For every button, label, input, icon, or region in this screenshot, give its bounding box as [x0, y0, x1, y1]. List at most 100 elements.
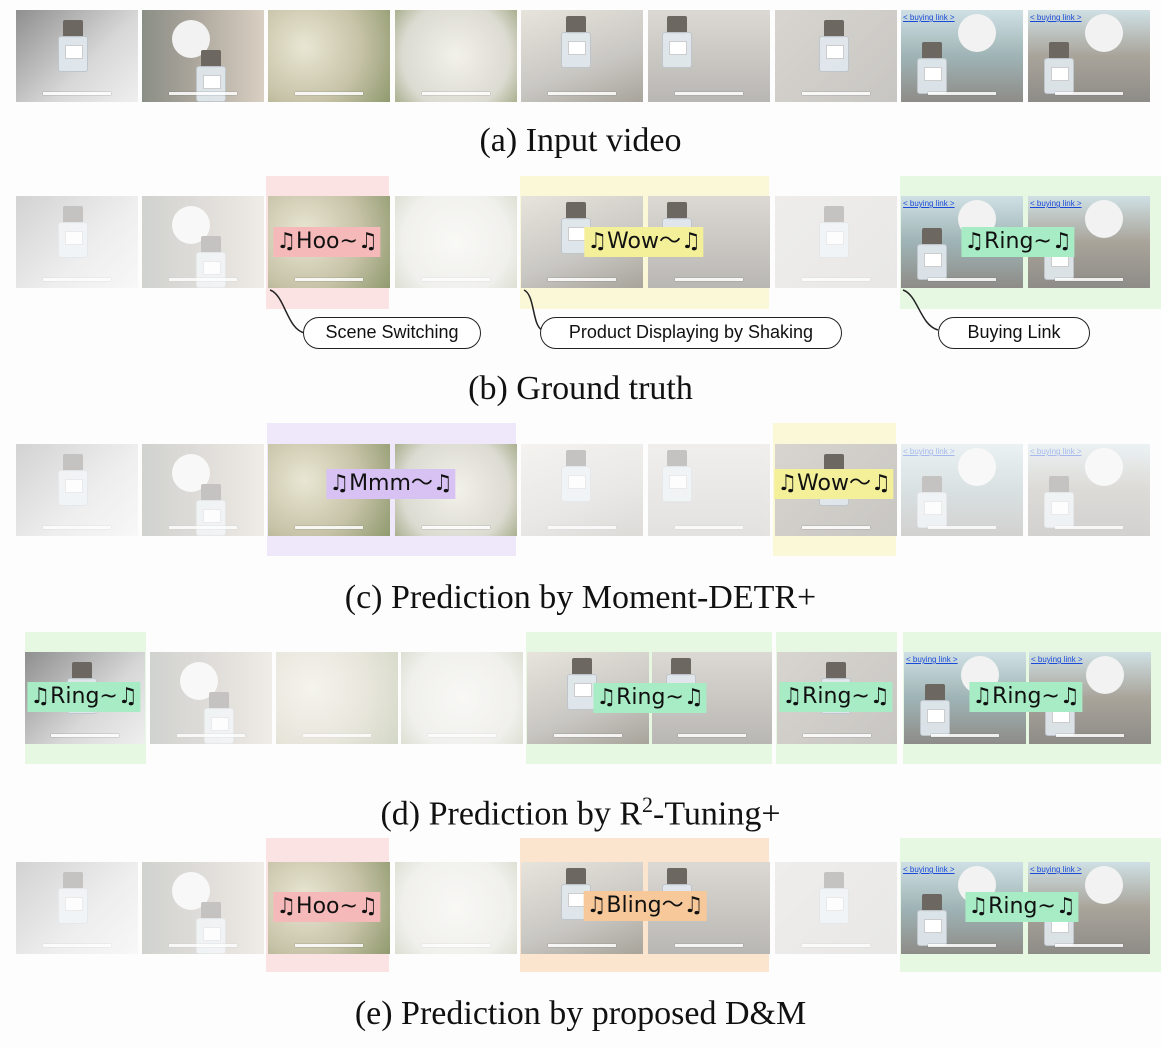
- blurred-face: [1086, 656, 1124, 694]
- video-frame-7: [775, 862, 897, 954]
- subtitle-bar: [521, 944, 643, 948]
- sound-tag-hoo: ♫Hoo~♫: [273, 892, 381, 922]
- buying-link-text: < buying link >: [906, 655, 958, 664]
- buying-link-text: < buying link >: [903, 199, 955, 208]
- video-frame-5: [527, 652, 649, 744]
- blurred-face: [1085, 14, 1123, 52]
- subtitle-bar: [268, 526, 390, 530]
- subtitle-bar: [268, 92, 390, 96]
- subtitle-bar: [775, 92, 897, 96]
- subtitle-bar: [142, 278, 264, 282]
- subtitle-bar: [401, 734, 523, 738]
- perfume-bottle: [204, 692, 234, 744]
- subtitle-bar: [648, 944, 770, 948]
- video-frame-9: < buying link >: [1028, 444, 1150, 536]
- perfume-bottle: [58, 454, 88, 506]
- subtitle-bar: [16, 526, 138, 530]
- subtitle-bar: [901, 526, 1023, 530]
- caption-ground-truth: (b) Ground truth: [468, 370, 693, 407]
- perfume-bottle: [561, 450, 591, 502]
- video-frame-5: [521, 10, 643, 102]
- subtitle-bar: [1028, 944, 1150, 948]
- video-frame-4: [401, 652, 523, 744]
- event-label-scene-switching: Scene Switching: [303, 317, 481, 349]
- perfume-bottle: [662, 16, 692, 68]
- buying-link-text: < buying link >: [1031, 655, 1083, 664]
- subtitle-bar: [901, 278, 1023, 282]
- subtitle-bar: [16, 278, 138, 282]
- subtitle-bar: [648, 278, 770, 282]
- perfume-bottle: [58, 872, 88, 924]
- blurred-face: [172, 872, 210, 910]
- video-frame-4: [395, 196, 517, 288]
- video-frame-3: [268, 10, 390, 102]
- perfume-bottle: [196, 484, 226, 536]
- subtitle-bar: [395, 278, 517, 282]
- blurred-face: [1085, 866, 1123, 904]
- perfume-bottle: [917, 476, 947, 528]
- event-label-buying-link: Buying Link: [938, 317, 1090, 349]
- perfume-bottle: [819, 20, 849, 72]
- subtitle-bar: [648, 526, 770, 530]
- blurred-face: [958, 14, 996, 52]
- video-frame-6: [648, 444, 770, 536]
- subtitle-bar: [1028, 278, 1150, 282]
- caption-r2-tuning: (d) Prediction by R2-Tuning+: [380, 792, 781, 833]
- video-frame-2: [150, 652, 272, 744]
- perfume-bottle: [819, 872, 849, 924]
- sound-tag-ring: ♫Ring~♫: [27, 682, 141, 712]
- subtitle-bar: [904, 734, 1026, 738]
- video-frame-5: [521, 444, 643, 536]
- caption-input-video: (a) Input video: [479, 122, 682, 159]
- video-frame-8: < buying link >: [901, 10, 1023, 102]
- sound-tag-ring: ♫Ring~♫: [965, 892, 1079, 922]
- subtitle-bar: [142, 526, 264, 530]
- subtitle-bar: [276, 734, 398, 738]
- video-frame-1: [16, 196, 138, 288]
- video-frame-1: [16, 444, 138, 536]
- buying-link-text: < buying link >: [1030, 865, 1082, 874]
- subtitle-bar: [16, 944, 138, 948]
- perfume-bottle: [58, 206, 88, 258]
- blurred-face: [172, 206, 210, 244]
- video-frame-3: [276, 652, 398, 744]
- video-frame-2: [142, 196, 264, 288]
- buying-link-text: < buying link >: [1030, 199, 1082, 208]
- perfume-bottle: [917, 228, 947, 280]
- video-frame-2: [142, 444, 264, 536]
- video-frame-8: < buying link >: [901, 444, 1023, 536]
- subtitle-bar: [150, 734, 272, 738]
- perfume-bottle: [1044, 42, 1074, 94]
- buying-link-text: < buying link >: [1030, 13, 1082, 22]
- sound-tag-ring: ♫Ring~♫: [593, 683, 707, 713]
- subtitle-bar: [142, 92, 264, 96]
- sound-tag-ring: ♫Ring~♫: [961, 227, 1075, 257]
- subtitle-bar: [1029, 734, 1151, 738]
- subtitle-bar: [652, 734, 772, 738]
- sound-tag-mmm: ♫Mmm～♫: [326, 469, 456, 499]
- video-frame-2: [142, 10, 264, 102]
- subtitle-bar: [775, 278, 897, 282]
- subtitle-bar: [901, 944, 1023, 948]
- perfume-bottle: [662, 450, 692, 502]
- subtitle-bar: [1028, 92, 1150, 96]
- perfume-bottle: [920, 684, 950, 736]
- perfume-bottle: [561, 16, 591, 68]
- blurred-face: [1085, 200, 1123, 238]
- blurred-face: [1085, 448, 1123, 486]
- blurred-face: [958, 448, 996, 486]
- subtitle-bar: [521, 278, 643, 282]
- perfume-bottle: [567, 658, 597, 710]
- subtitle-bar: [16, 92, 138, 96]
- sound-tag-ring: ♫Ring~♫: [779, 682, 893, 712]
- video-frame-9: < buying link >: [1028, 10, 1150, 102]
- subtitle-bar: [395, 526, 517, 530]
- buying-link-text: < buying link >: [903, 865, 955, 874]
- subtitle-bar: [1028, 526, 1150, 530]
- buying-link-text: < buying link >: [903, 447, 955, 456]
- video-frame-1: [16, 862, 138, 954]
- video-frame-6: [648, 10, 770, 102]
- perfume-bottle: [58, 20, 88, 72]
- subtitle-bar: [395, 92, 517, 96]
- subtitle-bar: [521, 526, 643, 530]
